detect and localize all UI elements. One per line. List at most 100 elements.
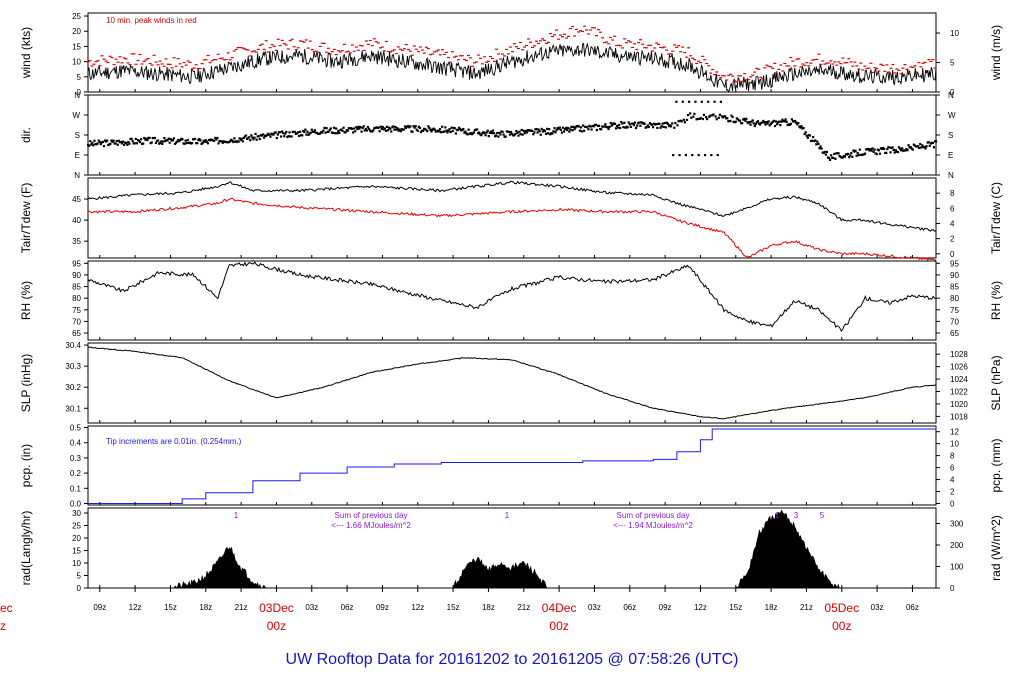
direction-point	[661, 122, 664, 125]
direction-point	[783, 120, 786, 123]
dewpoint-line	[87, 197, 937, 261]
direction-point	[817, 142, 820, 146]
direction-point	[878, 152, 882, 155]
direction-point	[521, 133, 524, 136]
direction-point	[119, 140, 123, 144]
direction-point	[889, 151, 892, 154]
direction-point	[574, 126, 577, 129]
direction-point	[250, 134, 253, 137]
radiation-sum-label: Sum of previous day	[617, 511, 690, 520]
direction-point	[366, 126, 370, 129]
direction-point	[636, 124, 639, 127]
direction-point	[242, 136, 246, 140]
direction-point	[638, 121, 641, 124]
direction-point	[554, 131, 557, 134]
x-tick-label: 03z	[588, 603, 601, 612]
direction-point	[138, 141, 142, 144]
direction-point	[691, 154, 694, 157]
y-axis-label-temp: Tair/Tdew (F)	[19, 183, 33, 254]
direction-point	[552, 130, 555, 133]
direction-point	[148, 136, 151, 139]
direction-point	[911, 148, 914, 151]
direction-point	[577, 125, 580, 128]
direction-point	[426, 129, 429, 133]
y-axis-label-right-slp: SLP (hPa)	[989, 355, 1003, 410]
direction-point	[288, 131, 291, 134]
direction-point	[194, 137, 197, 140]
direction-point	[353, 127, 356, 130]
direction-point	[633, 121, 637, 124]
y-tick-label-right-rh: 70	[950, 317, 959, 326]
direction-point	[886, 147, 889, 151]
direction-point	[221, 141, 224, 144]
direction-point	[430, 130, 433, 133]
direction-point	[354, 130, 357, 133]
direction-point	[127, 140, 130, 144]
direction-point	[253, 136, 256, 139]
direction-point	[342, 126, 345, 129]
direction-point	[304, 128, 307, 131]
direction-point	[891, 146, 894, 149]
direction-point	[185, 141, 188, 145]
y-tick-label-right-pcp: 10	[950, 440, 959, 449]
direction-point	[284, 132, 287, 135]
direction-point	[935, 140, 938, 143]
direction-point	[706, 117, 709, 121]
direction-point	[280, 130, 284, 133]
direction-point	[337, 129, 340, 133]
direction-point	[744, 119, 747, 122]
direction-point	[397, 129, 400, 132]
direction-point	[819, 145, 822, 148]
y-axis-label-slp: SLP (inHg)	[19, 354, 33, 412]
y-tick-label-right-temp: 8	[950, 189, 955, 198]
direction-point	[513, 134, 516, 137]
radiation-sum-value: <--- 1.94 MJoules/m^2	[613, 521, 693, 530]
direction-point	[697, 154, 700, 157]
direction-point	[179, 138, 182, 142]
direction-point	[815, 143, 818, 146]
direction-point	[120, 142, 124, 145]
y-tick-label-right-pcp: 8	[950, 452, 955, 461]
direction-point	[921, 144, 924, 147]
direction-point	[448, 128, 451, 131]
direction-point	[863, 152, 867, 155]
direction-point	[217, 142, 220, 145]
direction-point	[645, 126, 648, 129]
direction-point	[173, 142, 177, 146]
direction-point	[427, 125, 430, 128]
wind-peak-marks	[86, 25, 937, 83]
x-tick-label: 06z	[341, 603, 354, 612]
x-day-hour-label: 00z	[832, 619, 851, 633]
direction-point	[535, 128, 538, 131]
direction-point	[328, 128, 331, 131]
x-tick-label: 03z	[871, 603, 884, 612]
direction-point	[412, 125, 415, 128]
direction-point	[544, 132, 548, 135]
direction-point	[555, 128, 558, 132]
direction-point	[660, 125, 663, 128]
direction-point	[628, 123, 631, 126]
y-tick-label-right-pcp: 2	[950, 488, 955, 497]
direction-point	[392, 125, 395, 128]
y-tick-label-right-dir: S	[948, 131, 953, 140]
direction-point	[759, 123, 762, 126]
precip-line	[88, 427, 937, 504]
rh-line	[87, 261, 937, 333]
direction-point	[325, 127, 328, 130]
y-tick-label-right-slp: 1028	[950, 350, 968, 359]
direction-point	[154, 141, 158, 145]
direction-point	[663, 121, 666, 125]
y-tick-label-right-slp: 1024	[950, 375, 968, 384]
direction-point	[459, 127, 462, 131]
direction-point	[810, 139, 814, 142]
y-tick-label-rh: 70	[72, 317, 81, 326]
direction-point	[531, 129, 534, 133]
page-title: UW Rooftop Data for 20161202 to 20161205…	[285, 651, 739, 668]
direction-point	[416, 129, 419, 132]
direction-point	[220, 140, 223, 143]
y-tick-label-pcp: 0.1	[70, 484, 82, 493]
direction-point	[701, 117, 704, 121]
direction-point	[871, 147, 874, 150]
direction-point	[447, 129, 450, 132]
direction-point	[346, 129, 349, 132]
